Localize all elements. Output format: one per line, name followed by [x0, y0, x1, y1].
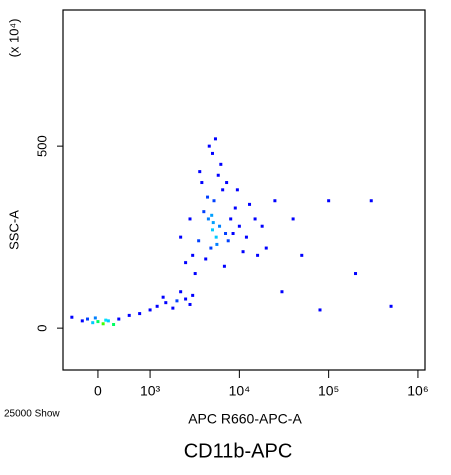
footer-title: CD11b-APC — [184, 440, 293, 462]
point — [241, 250, 245, 254]
point — [197, 239, 201, 243]
point — [233, 206, 237, 210]
point — [218, 224, 222, 228]
point — [101, 322, 105, 326]
point — [210, 213, 214, 217]
point — [213, 137, 217, 141]
point — [318, 308, 322, 312]
point — [207, 144, 211, 148]
point — [226, 239, 230, 243]
point — [210, 151, 214, 155]
point — [260, 224, 264, 228]
point — [202, 210, 206, 214]
point — [198, 170, 202, 174]
point — [300, 253, 304, 257]
point — [188, 217, 192, 221]
y-tick-label: 500 — [34, 135, 49, 157]
point — [209, 246, 213, 250]
point — [256, 253, 260, 257]
point — [212, 199, 216, 203]
point — [222, 264, 226, 268]
point — [229, 217, 233, 221]
point — [219, 162, 223, 166]
plot-frame — [62, 9, 426, 371]
point — [127, 313, 131, 317]
point — [264, 246, 268, 250]
point — [93, 316, 97, 320]
point — [248, 202, 252, 206]
point — [354, 272, 358, 276]
point — [216, 173, 220, 177]
point — [184, 297, 188, 301]
point — [164, 301, 168, 305]
point — [369, 199, 373, 203]
y-tick-label: 0 — [34, 325, 49, 332]
point — [221, 188, 225, 192]
point — [104, 318, 108, 322]
point — [184, 261, 188, 265]
point — [117, 317, 121, 321]
point — [138, 312, 142, 316]
point — [70, 315, 74, 319]
point — [175, 299, 179, 303]
point — [215, 242, 219, 246]
point — [231, 231, 235, 235]
point — [206, 195, 210, 199]
point — [96, 320, 100, 324]
point — [273, 199, 277, 203]
point — [191, 293, 195, 297]
point — [91, 321, 95, 325]
x-tick-label: 0 — [94, 383, 102, 399]
point — [327, 199, 331, 203]
point — [214, 235, 218, 239]
point — [188, 302, 192, 306]
x-tick-label: 10⁴ — [229, 383, 251, 399]
point — [389, 304, 393, 308]
point — [80, 319, 84, 323]
x-tick-label: 10⁵ — [318, 383, 339, 399]
x-tick-label: 10³ — [140, 383, 161, 399]
point — [191, 253, 195, 257]
point — [148, 308, 152, 312]
point — [211, 221, 215, 225]
point — [171, 306, 175, 310]
point — [291, 217, 295, 221]
point — [106, 319, 110, 323]
x-tick-label: 10⁶ — [407, 383, 428, 399]
point — [179, 290, 183, 294]
y-multiplier: (x 10⁴) — [6, 19, 21, 58]
point — [161, 295, 165, 299]
point — [200, 181, 204, 185]
point — [280, 290, 284, 294]
point — [253, 217, 257, 221]
point — [206, 217, 210, 221]
point — [244, 235, 248, 239]
point — [235, 188, 239, 192]
point — [112, 322, 116, 326]
x-axis-label: APC R660-APC-A — [188, 411, 302, 427]
point — [179, 235, 183, 239]
point — [193, 272, 197, 276]
point — [237, 224, 241, 228]
point — [210, 228, 214, 232]
point — [224, 231, 228, 235]
point — [155, 304, 159, 308]
point — [225, 181, 229, 185]
event-count: 25000 Show — [4, 409, 60, 420]
y-axis-label: SSC-A — [6, 210, 21, 250]
point — [86, 317, 90, 321]
point — [204, 257, 208, 261]
